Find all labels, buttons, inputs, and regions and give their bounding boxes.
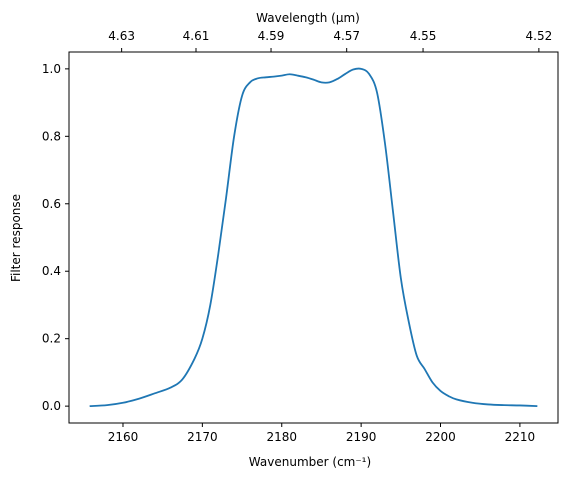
- y-tick-label: 0.6: [42, 197, 61, 211]
- top-tick-label: 4.59: [258, 29, 285, 43]
- y-tick-label: 0.4: [42, 264, 61, 278]
- x-axis-label: Wavenumber (cm⁻¹): [249, 455, 371, 469]
- y-tick-label: 1.0: [42, 62, 61, 76]
- x-tick-label: 2180: [266, 430, 297, 444]
- series-line-filter-response: [89, 67, 538, 408]
- y-tick-label: 0.2: [42, 332, 61, 346]
- x-tick-label: 2190: [346, 430, 377, 444]
- y-tick-label: 0.0: [42, 399, 61, 413]
- x-tick-label: 2160: [108, 430, 139, 444]
- x-tick-label: 2210: [505, 430, 536, 444]
- y-tick-label: 0.8: [42, 129, 61, 143]
- top-tick-label: 4.61: [183, 29, 210, 43]
- top-tick-label: 4.63: [108, 29, 135, 43]
- ticks-layer: 2160 2170 2180 2190 2200 2210 0.0 0.2 0.4 0.6 0.8 1…: [42, 29, 552, 444]
- top-tick-label: 4.52: [526, 29, 553, 43]
- plot-frame: [68, 51, 559, 424]
- x-tick-label: 2200: [425, 430, 456, 444]
- x-tick-label: 2170: [187, 430, 218, 444]
- y-axis-label: Filter response: [9, 194, 23, 282]
- top-tick-label: 4.57: [333, 29, 360, 43]
- top-axis-label: Wavelength (μm): [256, 11, 360, 25]
- top-tick-label: 4.55: [410, 29, 437, 43]
